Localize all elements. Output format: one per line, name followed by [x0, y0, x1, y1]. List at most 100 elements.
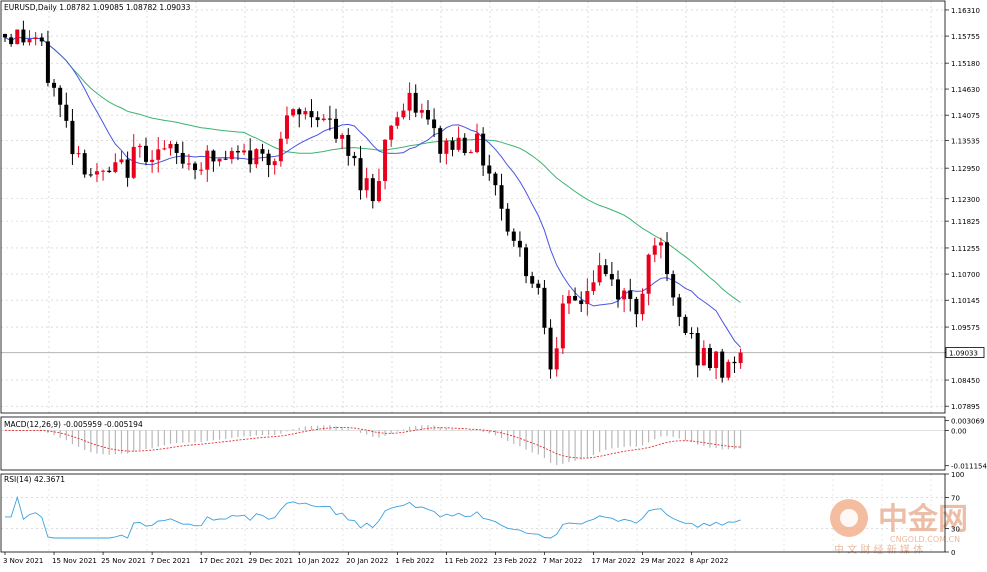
price-axis-label: 1.16310: [951, 7, 980, 15]
candle-body: [689, 332, 694, 334]
candle-body: [707, 347, 712, 369]
time-axis-label: 17 Mar 2022: [591, 557, 635, 565]
candle-body: [113, 162, 118, 173]
price-axis-label: 1.11825: [951, 218, 980, 226]
candle-body: [27, 39, 32, 43]
candle-body: [76, 153, 81, 155]
watermark: 中金网 CNGOLD.COM.CN 中 文 财 经 新 媒 体: [830, 499, 968, 556]
rsi-axis-label: 100: [951, 471, 964, 479]
panel-frames: [0, 0, 946, 553]
candle-body: [395, 117, 400, 126]
current-price-box: [945, 347, 985, 358]
candle-body: [64, 104, 69, 121]
candle-body: [358, 158, 363, 191]
candle-body: [505, 208, 510, 232]
candle-body: [413, 92, 418, 113]
candle-body: [297, 109, 302, 115]
candle-body: [9, 37, 14, 45]
candle-body: [438, 128, 443, 154]
moving-average-slow-line: [4, 36, 741, 303]
candle-body: [683, 316, 688, 333]
candle-body: [609, 273, 614, 280]
candle-body: [33, 37, 38, 40]
candle-body: [720, 351, 725, 378]
rsi-axis-label: 30: [951, 526, 960, 534]
candle-body: [640, 293, 645, 315]
candle-body: [579, 300, 584, 305]
candle-body: [94, 171, 99, 175]
candle-body: [517, 240, 522, 248]
time-axis-label: 1 Feb 2022: [395, 557, 434, 565]
candle-body: [511, 231, 516, 241]
price-axis-label: 1.14630: [951, 86, 980, 94]
candle-body: [254, 149, 259, 165]
candle-body: [444, 140, 449, 154]
time-axis-label: 8 Apr 2022: [690, 557, 729, 565]
candle-body: [622, 290, 627, 300]
candle-body: [554, 348, 559, 370]
candle-body: [346, 134, 351, 156]
candle-body: [327, 118, 332, 120]
time-axis-label: 23 Feb 2022: [493, 557, 537, 565]
time-axis-label: 15 Nov 2021: [52, 557, 97, 565]
price-axis-label: 1.07895: [951, 403, 980, 411]
candle-body: [658, 242, 663, 246]
candle-body: [450, 140, 455, 150]
candle-body: [156, 149, 161, 160]
time-axis-label: 11 Feb 2022: [444, 557, 488, 565]
candle-body: [732, 361, 737, 364]
candle-body: [180, 152, 185, 164]
candle-body: [82, 153, 87, 175]
candle-body: [407, 92, 412, 111]
candle-body: [597, 265, 602, 283]
watermark-domain: CNGOLD.COM.CN: [890, 535, 960, 544]
candle-body: [487, 165, 492, 174]
price-axis-label: 1.14075: [951, 112, 980, 120]
candle-body: [88, 174, 93, 176]
candle-body: [566, 295, 571, 304]
candle-body: [419, 110, 424, 113]
rsi-label: RSI(14) 42.3671: [4, 475, 65, 484]
candle-body: [573, 295, 578, 301]
watermark-logo-inner: [840, 509, 858, 527]
panel-frame: [0, 0, 946, 414]
candle-body: [223, 158, 228, 160]
candle-body: [3, 33, 7, 38]
candle-body: [628, 290, 633, 299]
rsi-line: [5, 495, 741, 539]
watermark-name: 中金网: [878, 502, 968, 537]
candle-body: [266, 153, 271, 166]
candle-body: [425, 110, 430, 120]
macd-axis-label: -0.011154: [951, 463, 987, 471]
candle-body: [652, 245, 657, 255]
candle-body: [481, 133, 486, 166]
candle-body: [646, 254, 651, 294]
macd-axis-label: 0.00: [951, 427, 967, 435]
candle-body: [217, 158, 222, 162]
candle-body: [524, 247, 529, 277]
macd-signal-line: [4, 426, 741, 459]
candle-body: [634, 298, 639, 315]
candle-body: [548, 327, 553, 370]
candle-body: [174, 143, 179, 153]
candle-body: [101, 170, 106, 172]
price-axis-label: 1.10700: [951, 271, 980, 279]
candle-body: [671, 274, 676, 298]
candle-body: [150, 159, 155, 162]
candle-body: [303, 111, 308, 115]
time-axis-label: 7 Dec 2021: [150, 557, 190, 565]
candle-body: [315, 117, 320, 121]
panel-frame: [0, 416, 946, 471]
rsi-axis-label: 0: [951, 549, 955, 557]
candle-body: [340, 134, 345, 139]
candle-body: [242, 150, 247, 153]
candle-body: [248, 150, 253, 165]
candle-body: [284, 115, 289, 139]
time-axis-label: 29 Dec 2021: [248, 557, 293, 565]
candle-body: [677, 297, 682, 317]
symbol-header: EURUSD,Daily 1.08782 1.09085 1.08782 1.0…: [4, 3, 191, 12]
candle-body: [468, 152, 473, 154]
candle-body: [560, 303, 565, 349]
candle-body: [193, 163, 198, 171]
